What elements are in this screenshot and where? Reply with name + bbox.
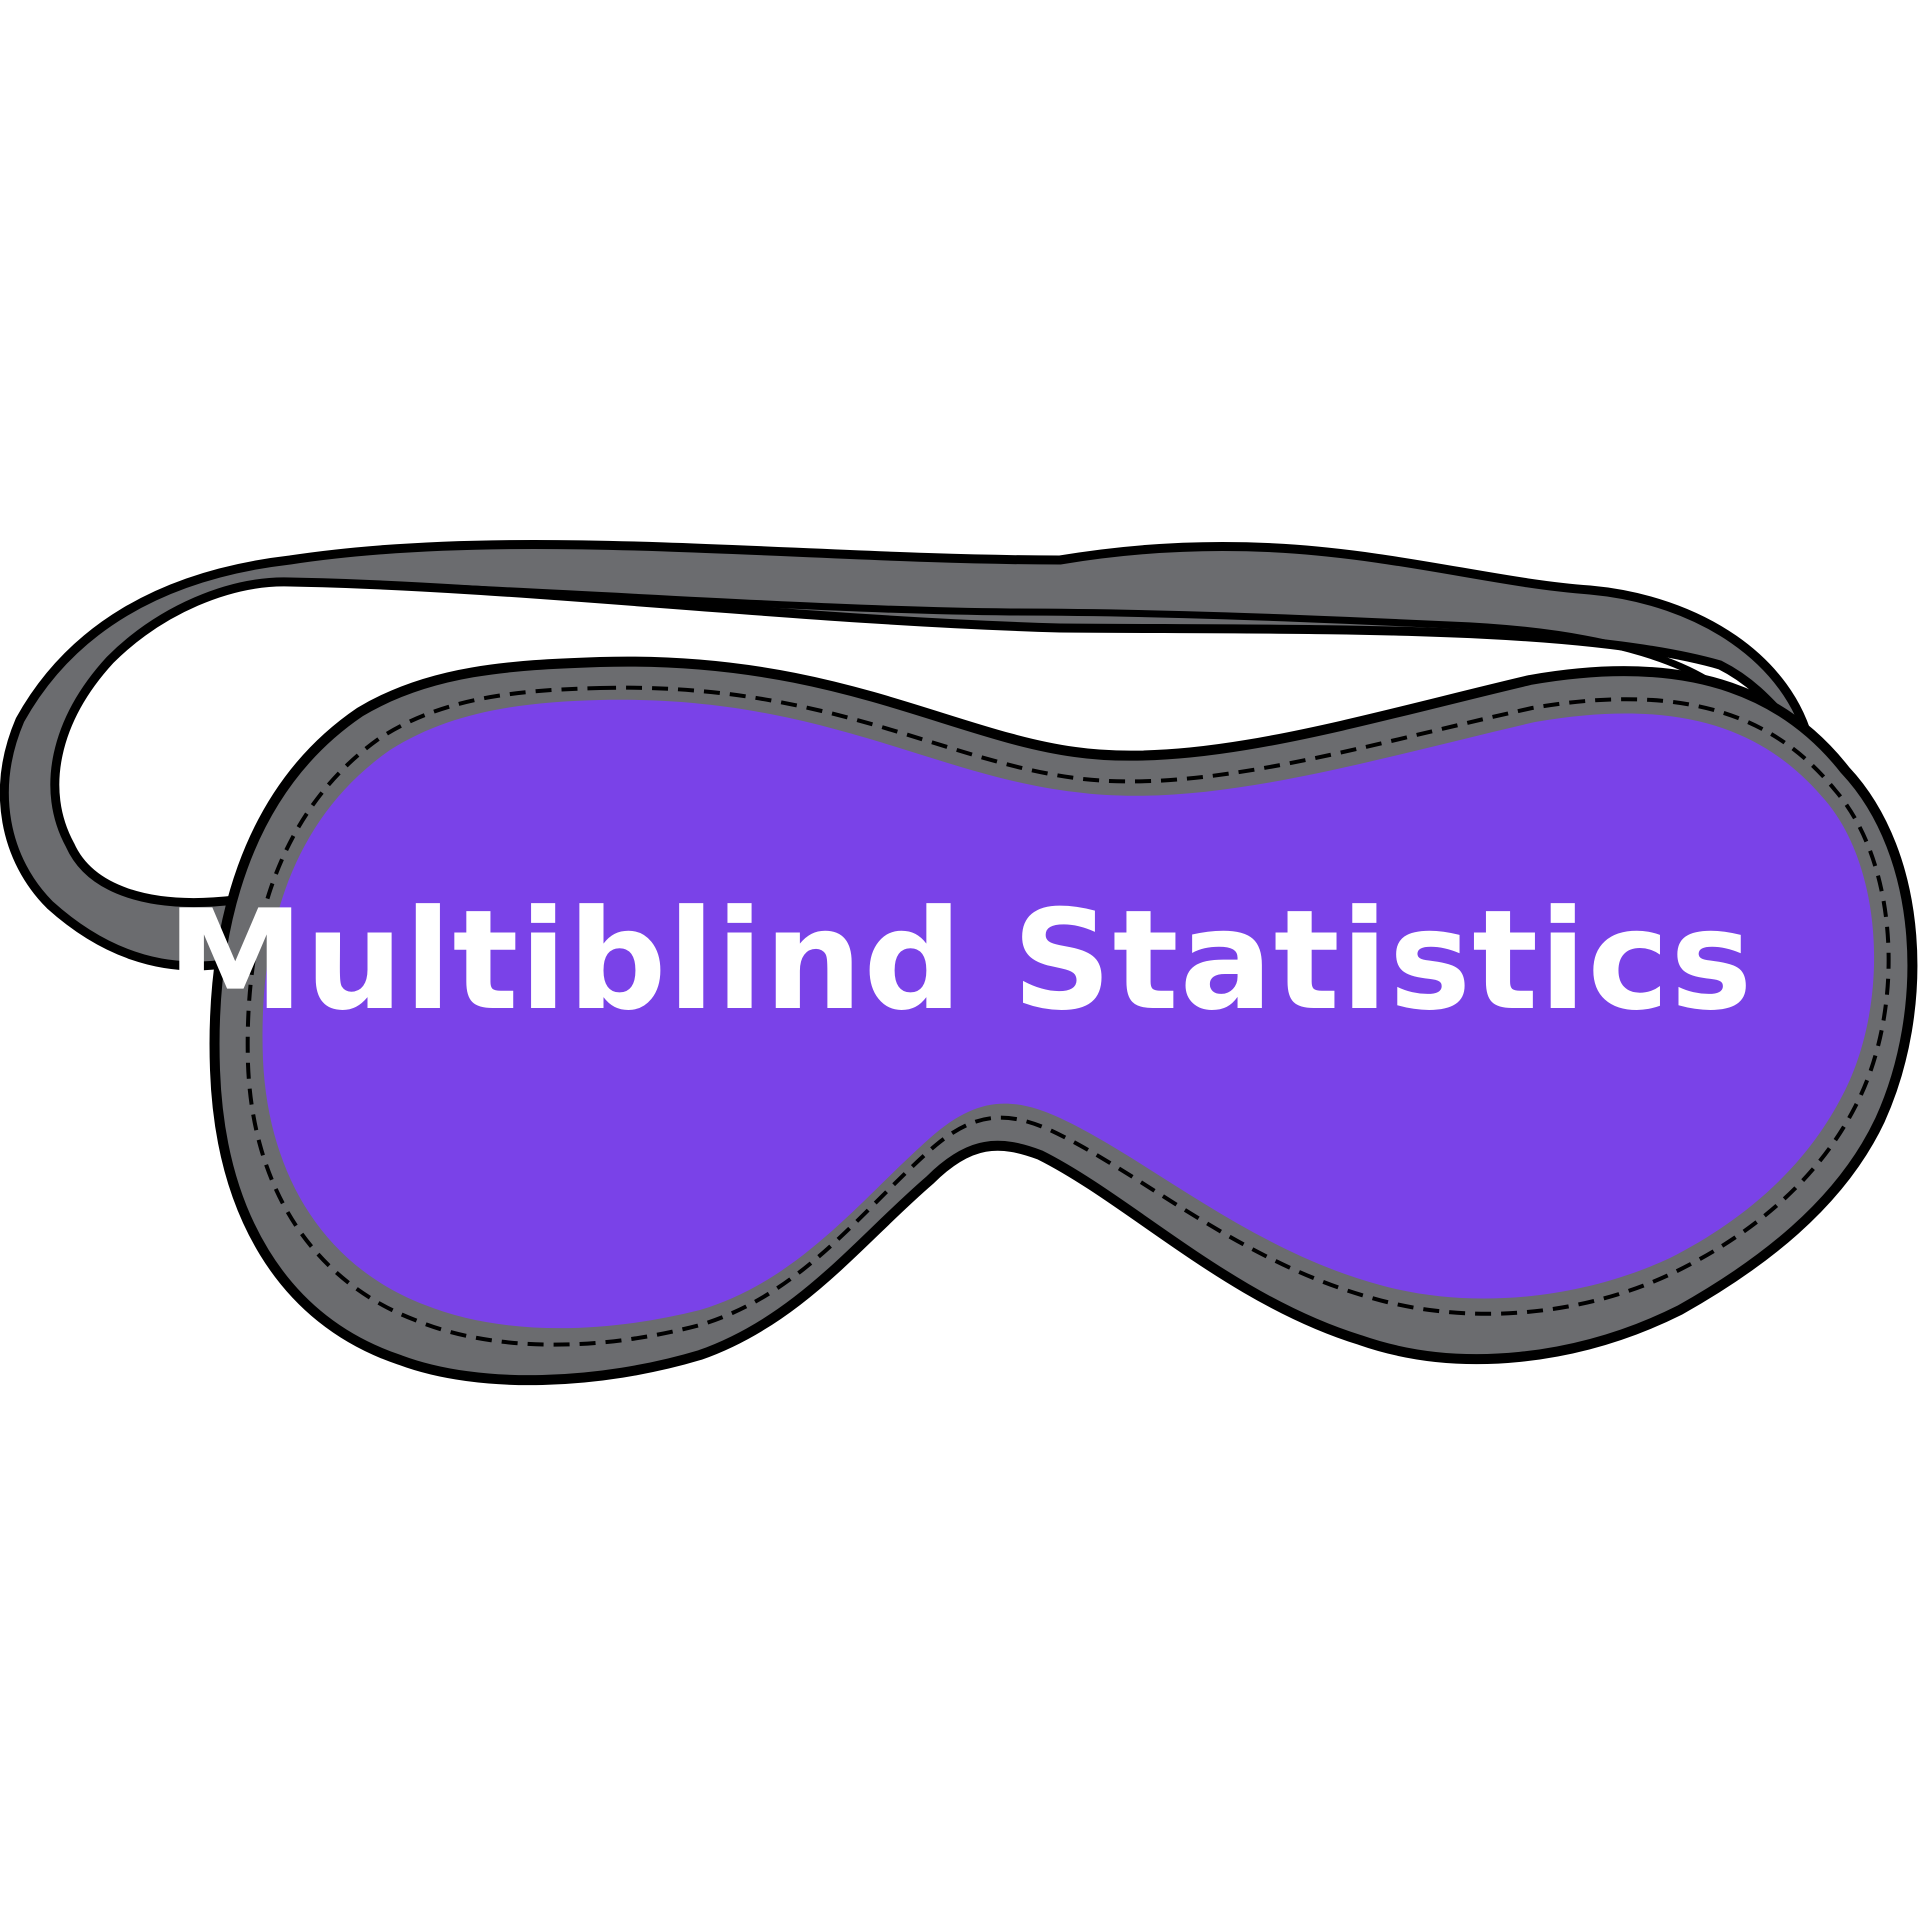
mask-strap-inner xyxy=(51,578,1749,906)
mask-stitching xyxy=(245,685,1891,1347)
mask-panel xyxy=(262,699,1875,1329)
logo-title: Multiblind Statistics xyxy=(166,879,1754,1041)
mask-strap xyxy=(0,539,1815,971)
